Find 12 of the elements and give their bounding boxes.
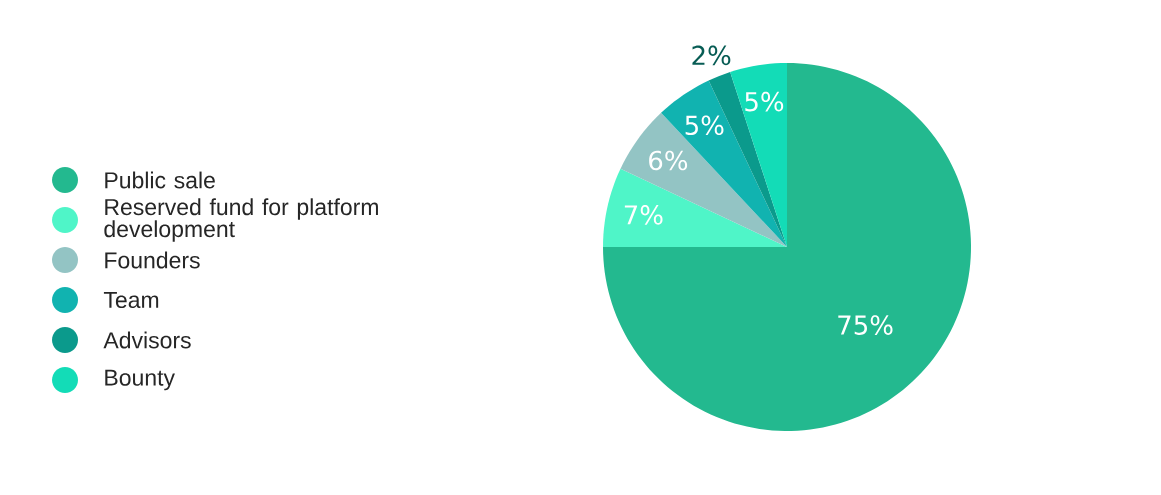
data-label: 2% [692, 45, 731, 66]
data-label: 7% [624, 205, 663, 225]
legend-label: Advisors [103, 331, 191, 349]
data-label: 6% [649, 150, 688, 171]
data-label: 75% [838, 315, 893, 335]
legend-label: Bounty [105, 369, 175, 391]
legend-label: Public sale [105, 171, 215, 189]
legend-label: Team [103, 291, 159, 309]
data-label: 5% [745, 91, 784, 112]
data-label: 5% [685, 115, 724, 136]
legend-label: Founders [105, 251, 200, 269]
legend-label: Reserved fund for platform development [104, 198, 378, 242]
